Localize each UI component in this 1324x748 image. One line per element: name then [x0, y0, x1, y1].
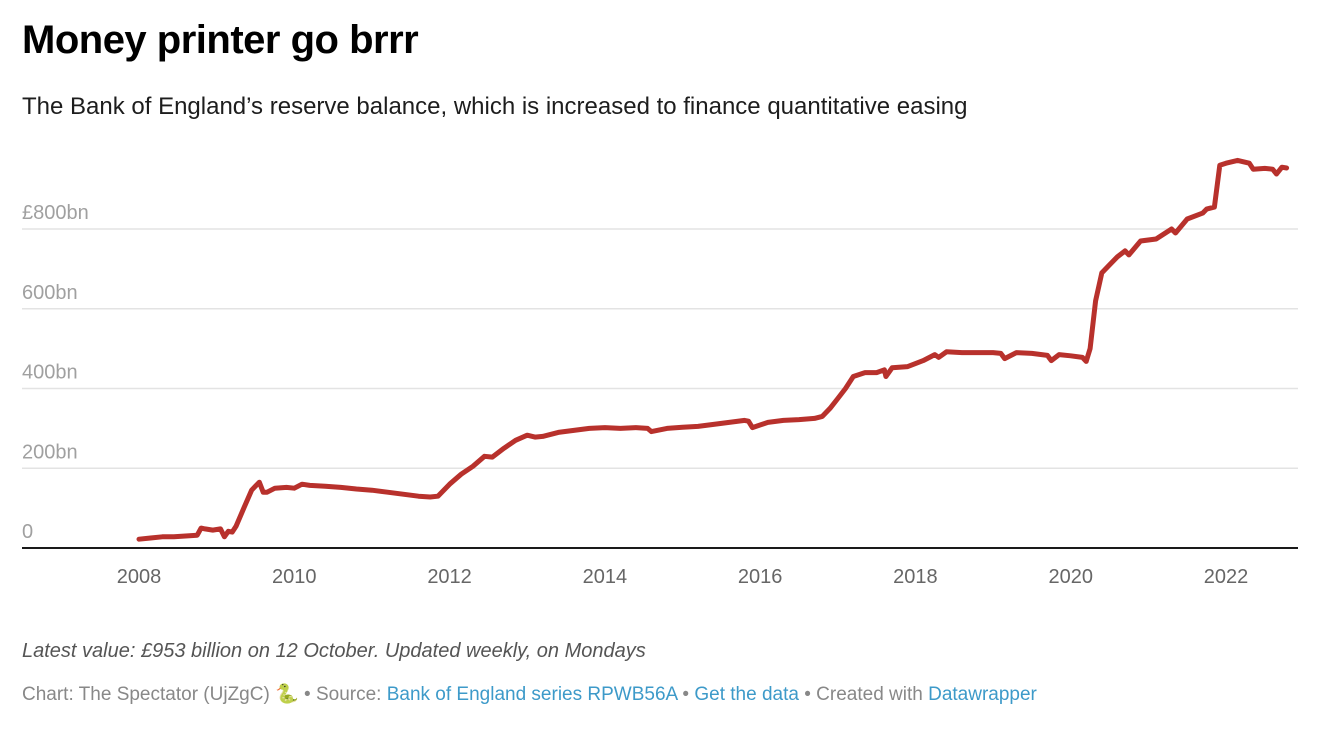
x-tick-label: 2016	[738, 566, 783, 588]
chart-credit: Chart: The Spectator (UjZgC)	[22, 684, 270, 705]
x-tick-label: 2020	[1048, 566, 1093, 588]
y-tick-label: 0	[22, 521, 33, 543]
x-tick-label: 2008	[117, 566, 162, 588]
chart-title: Money printer go brrr	[22, 18, 419, 62]
y-tick-label: 200bn	[22, 441, 78, 463]
chart-notes: Latest value: £953 billion on 12 October…	[22, 640, 646, 662]
gridlines	[22, 228, 1298, 469]
byline: Chart: The Spectator (UjZgC) 🐍 • Source:…	[22, 682, 1037, 706]
y-axis-labels: 0 200bn 400bn 600bn £800bn	[22, 202, 89, 543]
chart-subtitle: The Bank of England’s reserve balance, w…	[22, 93, 968, 120]
x-tick-label: 2012	[427, 566, 472, 588]
created-with-separator: • Created with	[798, 684, 929, 705]
datawrapper-link[interactable]: Datawrapper	[928, 684, 1037, 705]
x-tick-label: 2014	[583, 566, 628, 588]
series-line-reserve-balance	[136, 157, 1290, 542]
x-tick-label: 2018	[893, 566, 938, 588]
x-tick-label: 2010	[272, 566, 317, 588]
y-tick-label: £800bn	[22, 202, 89, 224]
snake-icon: 🐍	[275, 684, 299, 705]
y-tick-label: 600bn	[22, 282, 78, 304]
x-tick-label: 2022	[1204, 566, 1249, 588]
y-tick-label: 400bn	[22, 362, 78, 384]
source-link[interactable]: Bank of England series RPWB56A	[386, 684, 678, 705]
x-axis-labels: 2008 2010 2012 2014 2016 2018 2020 2022	[117, 566, 1249, 588]
separator: •	[677, 684, 695, 705]
get-the-data-link[interactable]: Get the data	[694, 684, 799, 705]
source-separator: • Source:	[298, 684, 387, 705]
